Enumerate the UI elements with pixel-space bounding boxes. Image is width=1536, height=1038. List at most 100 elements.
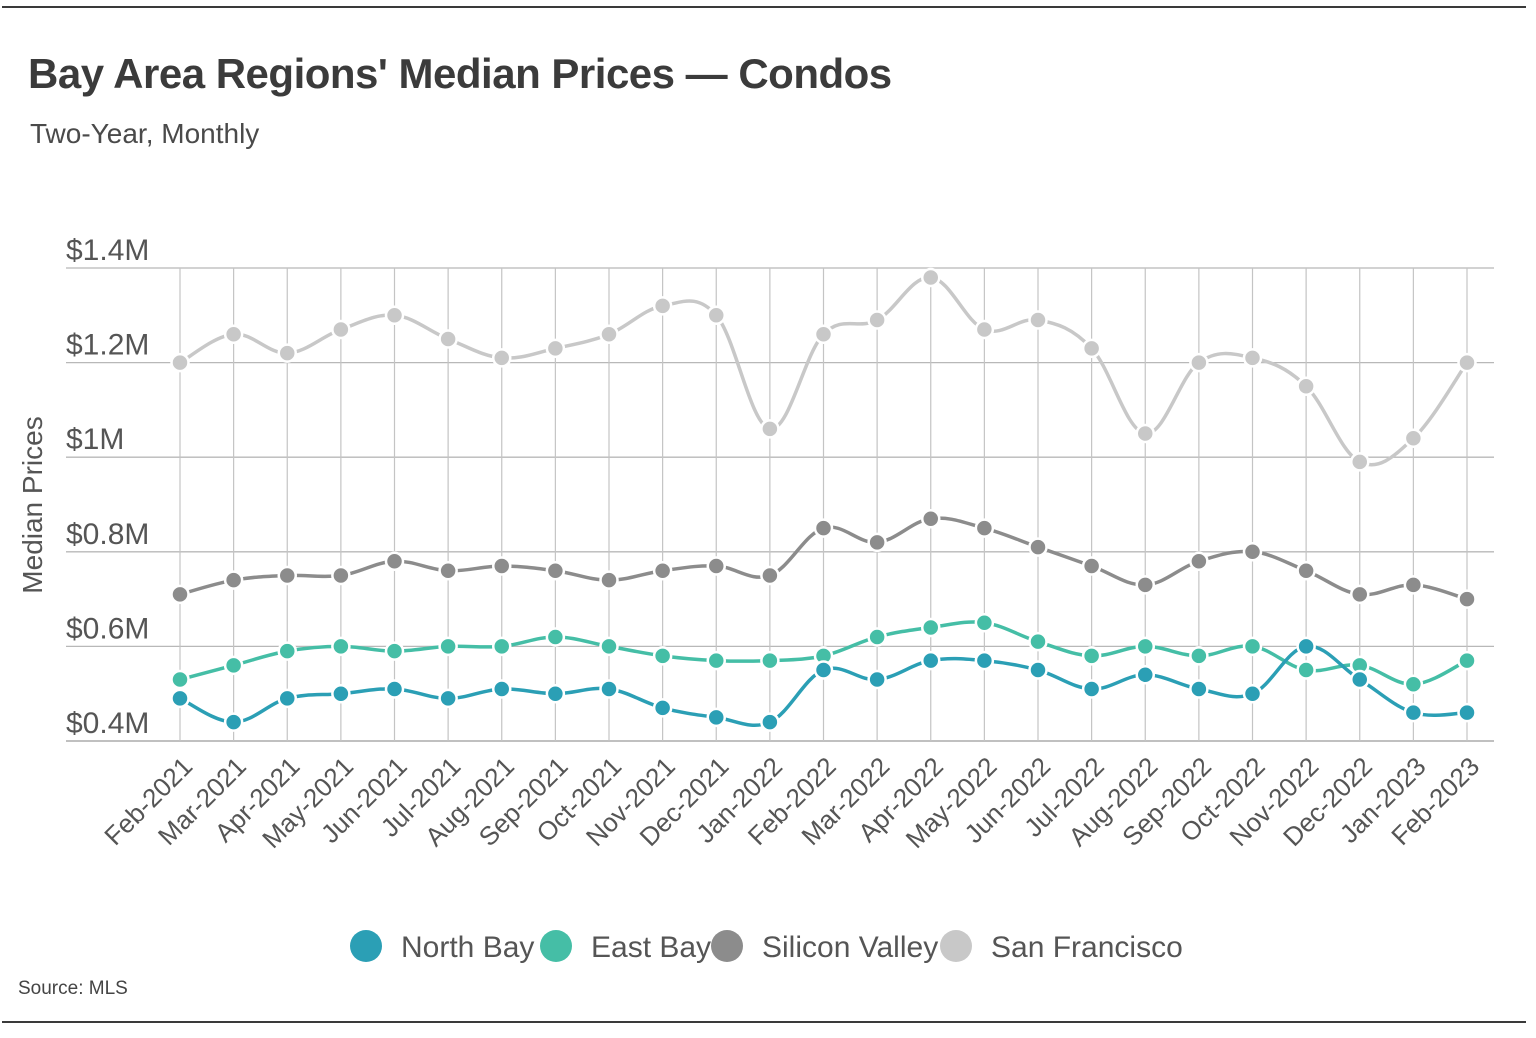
data-point-san-francisco[interactable] (1296, 376, 1316, 396)
data-point-san-francisco[interactable] (760, 419, 780, 439)
data-point-silicon-valley[interactable] (1350, 584, 1370, 605)
data-point-san-francisco[interactable] (1081, 338, 1102, 359)
data-point-north-bay[interactable] (1028, 660, 1048, 680)
data-point-north-bay[interactable] (1081, 679, 1102, 699)
data-point-san-francisco[interactable] (974, 319, 995, 340)
data-point-san-francisco[interactable] (1242, 348, 1263, 368)
data-point-san-francisco[interactable] (652, 296, 673, 316)
legend-item-silicon-valley[interactable]: Silicon Valley (711, 930, 938, 964)
data-point-north-bay[interactable] (974, 650, 995, 671)
data-point-east-bay[interactable] (1081, 646, 1102, 666)
data-point-north-bay[interactable] (170, 688, 190, 709)
data-point-east-bay[interactable] (170, 669, 190, 690)
data-point-silicon-valley[interactable] (813, 518, 834, 538)
data-point-north-bay[interactable] (1135, 665, 1155, 685)
data-point-east-bay[interactable] (1457, 650, 1477, 671)
data-point-north-bay[interactable] (492, 679, 512, 699)
data-point-north-bay[interactable] (438, 688, 458, 709)
data-point-silicon-valley[interactable] (438, 560, 458, 581)
data-point-east-bay[interactable] (223, 655, 244, 676)
data-point-san-francisco[interactable] (438, 329, 458, 349)
data-point-east-bay[interactable] (1403, 674, 1424, 694)
data-point-silicon-valley[interactable] (492, 556, 512, 576)
data-point-silicon-valley[interactable] (170, 584, 190, 605)
data-point-san-francisco[interactable] (1135, 423, 1155, 444)
legend-item-north-bay[interactable]: North Bay (350, 930, 534, 964)
data-point-silicon-valley[interactable] (1081, 556, 1102, 576)
data-point-san-francisco[interactable] (706, 305, 726, 326)
data-point-north-bay[interactable] (331, 683, 351, 704)
data-point-silicon-valley[interactable] (652, 560, 673, 581)
data-point-silicon-valley[interactable] (331, 565, 351, 586)
data-point-silicon-valley[interactable] (1028, 537, 1048, 557)
data-point-san-francisco[interactable] (545, 338, 566, 359)
data-point-east-bay[interactable] (384, 641, 405, 661)
data-point-san-francisco[interactable] (599, 324, 619, 344)
data-point-north-bay[interactable] (277, 688, 297, 709)
data-point-east-bay[interactable] (1135, 636, 1155, 657)
data-point-san-francisco[interactable] (277, 343, 297, 363)
data-point-silicon-valley[interactable] (545, 560, 566, 581)
data-point-east-bay[interactable] (1296, 660, 1316, 680)
data-point-san-francisco[interactable] (384, 305, 405, 326)
legend-item-san-francisco[interactable]: San Francisco (940, 930, 1183, 964)
data-point-san-francisco[interactable] (1350, 452, 1370, 472)
data-point-east-bay[interactable] (331, 636, 351, 657)
data-point-north-bay[interactable] (1242, 683, 1263, 704)
data-point-north-bay[interactable] (545, 683, 566, 704)
data-point-san-francisco[interactable] (492, 348, 512, 368)
data-point-silicon-valley[interactable] (921, 508, 941, 529)
data-point-east-bay[interactable] (1028, 631, 1048, 652)
data-point-north-bay[interactable] (706, 707, 726, 728)
data-point-north-bay[interactable] (652, 698, 673, 718)
data-point-san-francisco[interactable] (921, 267, 941, 288)
data-point-san-francisco[interactable] (1457, 352, 1477, 373)
data-point-silicon-valley[interactable] (706, 556, 726, 576)
data-point-north-bay[interactable] (1350, 669, 1370, 690)
data-point-silicon-valley[interactable] (223, 570, 244, 590)
data-point-san-francisco[interactable] (867, 310, 887, 330)
data-point-north-bay[interactable] (384, 679, 405, 699)
data-point-east-bay[interactable] (545, 627, 566, 647)
data-point-silicon-valley[interactable] (974, 518, 995, 538)
data-point-san-francisco[interactable] (223, 324, 244, 344)
data-point-north-bay[interactable] (599, 679, 619, 699)
data-point-north-bay[interactable] (1457, 702, 1477, 723)
data-point-silicon-valley[interactable] (277, 565, 297, 586)
data-point-north-bay[interactable] (760, 712, 780, 732)
data-point-east-bay[interactable] (652, 646, 673, 666)
data-point-north-bay[interactable] (1403, 702, 1424, 723)
data-point-silicon-valley[interactable] (1457, 589, 1477, 609)
data-point-san-francisco[interactable] (1028, 310, 1048, 330)
data-point-silicon-valley[interactable] (1135, 575, 1155, 595)
data-point-silicon-valley[interactable] (867, 532, 887, 553)
data-point-silicon-valley[interactable] (384, 551, 405, 572)
data-point-san-francisco[interactable] (170, 352, 190, 373)
data-point-san-francisco[interactable] (813, 324, 834, 344)
data-point-east-bay[interactable] (438, 636, 458, 657)
data-point-silicon-valley[interactable] (1403, 575, 1424, 595)
data-point-north-bay[interactable] (1296, 636, 1316, 657)
data-point-east-bay[interactable] (867, 627, 887, 647)
data-point-north-bay[interactable] (223, 712, 244, 732)
data-point-silicon-valley[interactable] (760, 565, 780, 586)
data-point-north-bay[interactable] (813, 660, 834, 680)
data-point-north-bay[interactable] (1189, 679, 1209, 699)
data-point-east-bay[interactable] (277, 641, 297, 661)
data-point-east-bay[interactable] (492, 636, 512, 657)
data-point-silicon-valley[interactable] (1296, 560, 1316, 581)
legend-item-east-bay[interactable]: East Bay (540, 930, 711, 964)
data-point-east-bay[interactable] (599, 636, 619, 657)
data-point-north-bay[interactable] (921, 650, 941, 671)
data-point-san-francisco[interactable] (331, 319, 351, 340)
data-point-north-bay[interactable] (867, 669, 887, 690)
data-point-east-bay[interactable] (921, 617, 941, 638)
data-point-san-francisco[interactable] (1403, 428, 1424, 449)
data-point-san-francisco[interactable] (1189, 352, 1209, 373)
data-point-east-bay[interactable] (974, 613, 995, 633)
data-point-east-bay[interactable] (1242, 636, 1263, 657)
data-point-east-bay[interactable] (1189, 646, 1209, 666)
data-point-east-bay[interactable] (706, 650, 726, 671)
data-point-east-bay[interactable] (760, 650, 780, 671)
data-point-silicon-valley[interactable] (599, 570, 619, 590)
